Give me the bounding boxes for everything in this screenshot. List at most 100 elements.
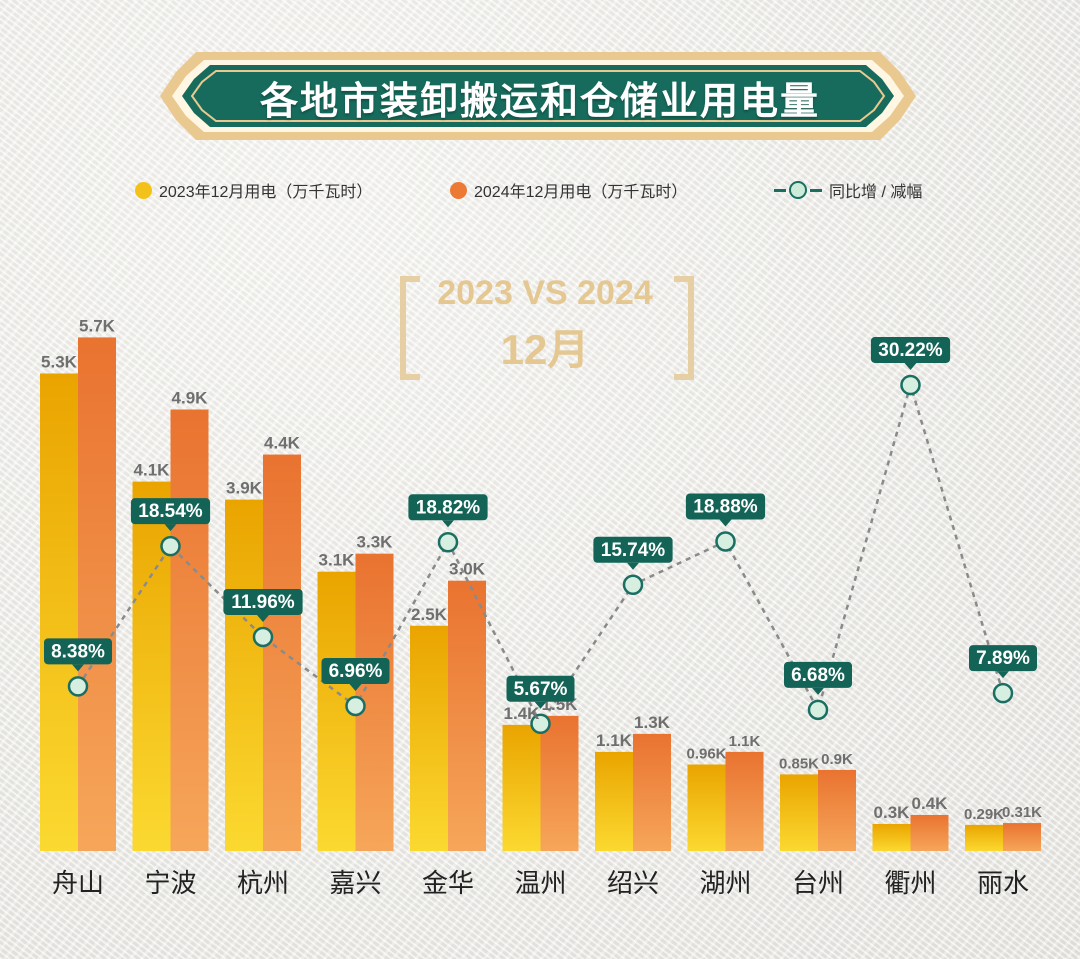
- yoy-marker: [160, 535, 181, 557]
- bar-label-2024: 4.4K: [264, 434, 301, 453]
- bar-label-2023: 0.29K: [964, 806, 1004, 823]
- bar-label-2023: 3.9K: [226, 479, 263, 498]
- legend: 2023年12月用电（万千瓦时） 2024年12月用电（万千瓦时） 同比增 / …: [0, 177, 1080, 203]
- yoy-marker: [530, 713, 551, 735]
- yoy-label-pointer: [627, 562, 639, 570]
- yoy-label: 30.22%: [878, 340, 943, 361]
- bar-2023: [502, 724, 541, 851]
- yoy-label-bg: [870, 336, 951, 363]
- legend-item-2023: 2023年12月用电（万千瓦时）: [135, 177, 372, 203]
- yoy-marker: [900, 374, 921, 396]
- yoy-label-pointer: [349, 683, 362, 691]
- bar-label-2024: 0.4K: [912, 794, 949, 813]
- bar-label-2024: 0.9K: [821, 751, 853, 768]
- yoy-label-bg: [685, 493, 766, 520]
- bar-label-2024: 3.3K: [357, 533, 394, 552]
- legend-label-2024: 2024年12月用电（万千瓦时）: [474, 184, 688, 201]
- yoy-label-pointer: [442, 520, 454, 528]
- yoy-line: [76, 380, 1005, 727]
- yoy-label-bg: [408, 494, 488, 521]
- bar-2024: [170, 409, 209, 851]
- bar-2024: [263, 454, 301, 851]
- yoy-label-pointer: [164, 524, 177, 532]
- yoy-label-bg: [506, 675, 575, 702]
- legend-swatch-2023: [135, 181, 152, 199]
- bar-2024: [1003, 823, 1041, 851]
- yoy-label-bg: [321, 657, 390, 684]
- yoy-marker: [437, 532, 459, 553]
- bar-label-2023: 1.1K: [596, 731, 633, 750]
- bar-2023: [780, 774, 818, 851]
- bar-label-2023: 0.85K: [779, 755, 819, 772]
- yoy-label-pointer: [72, 664, 84, 672]
- bar-label-2024: 4.9K: [172, 389, 209, 408]
- bar-2024: [78, 337, 116, 851]
- category-label: 台州: [792, 869, 844, 899]
- yoy-label-pointer: [904, 362, 917, 370]
- bar-2024: [910, 814, 949, 851]
- legend-label-yoy: 同比增 / 减幅: [829, 184, 923, 201]
- yoy-label: 18.88%: [693, 496, 758, 517]
- yoy-label-pointer: [812, 687, 824, 695]
- bar-2024: [633, 733, 671, 851]
- bar-2024: [818, 769, 856, 851]
- bar-2024: [540, 715, 579, 851]
- bracket-left: [400, 276, 420, 380]
- yoy-marker: [345, 695, 366, 717]
- yoy-label-bg: [969, 645, 1037, 672]
- bar-2023: [965, 824, 1003, 851]
- category-label: 衢州: [884, 869, 936, 899]
- bar-label-2024: 1.3K: [634, 713, 671, 732]
- bar-2023: [225, 499, 263, 851]
- yoy-marker: [992, 682, 1014, 704]
- bar-2023: [410, 625, 448, 851]
- yoy-label-bg: [784, 661, 852, 688]
- legend-item-2024: 2024年12月用电（万千瓦时）: [450, 177, 687, 203]
- bar-2023: [872, 823, 911, 851]
- bar-label-2024: 1.1K: [729, 733, 761, 750]
- bar-2024: [725, 751, 764, 851]
- yoy-label-bg: [130, 498, 211, 525]
- category-label: 嘉兴: [329, 869, 381, 899]
- category-label: 温州: [514, 869, 566, 899]
- bar-2024: [448, 580, 486, 851]
- yoy-label-bg: [593, 536, 673, 563]
- bar-label-2023: 2.5K: [411, 605, 448, 624]
- yoy-label-bg: [44, 638, 112, 665]
- legend-swatch-2024: [450, 181, 467, 199]
- bar-label-2023: 0.3K: [874, 803, 911, 822]
- yoy-marker: [622, 574, 644, 596]
- yoy-label: 18.54%: [138, 501, 203, 522]
- yoy-label-pointer: [257, 614, 269, 622]
- bar-2023: [132, 481, 171, 851]
- yoy-label-pointer: [719, 519, 732, 527]
- compare-label-month: 12月: [500, 326, 590, 373]
- yoy-marker: [715, 531, 736, 552]
- title-banner: [160, 52, 916, 140]
- category-label: 杭州: [237, 869, 289, 899]
- bar-label-2024: 5.7K: [79, 316, 116, 335]
- bar-label-2023: 0.96K: [686, 746, 726, 763]
- category-label: 宁波: [144, 869, 196, 899]
- bar-label-2024: 0.31K: [1002, 804, 1042, 821]
- bar-label-2023: 1.4K: [504, 704, 541, 723]
- compare-label-years: 2023 VS 2024: [437, 274, 653, 312]
- yoy-marker: [807, 699, 829, 721]
- yoy-marker: [252, 626, 274, 648]
- yoy-label: 11.96%: [231, 592, 294, 613]
- category-label: 湖州: [699, 869, 751, 899]
- bar-label-2023: 5.3K: [41, 352, 78, 371]
- yoy-label: 6.96%: [329, 661, 383, 682]
- yoy-label-pointer: [534, 701, 547, 709]
- yoy-label: 7.89%: [976, 648, 1030, 669]
- yoy-label-pointer: [997, 671, 1009, 679]
- bar-label-2023: 3.1K: [319, 551, 356, 570]
- category-label: 舟山: [52, 869, 104, 899]
- category-label: 丽水: [977, 869, 1029, 899]
- bar-label-2023: 4.1K: [134, 461, 171, 480]
- legend-item-yoy: 同比增 / 减幅: [774, 177, 922, 203]
- yoy-label: 15.74%: [601, 540, 666, 561]
- legend-label-2023: 2023年12月用电（万千瓦时）: [159, 184, 373, 201]
- yoy-label: 5.67%: [514, 679, 568, 700]
